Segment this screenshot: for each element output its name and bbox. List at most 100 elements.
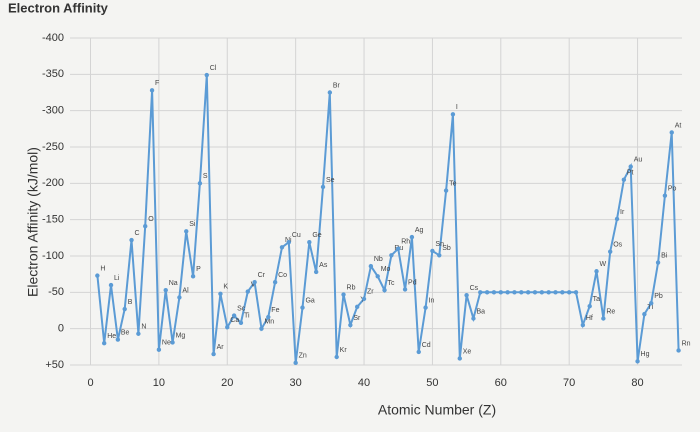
x-tick-label: 10 — [153, 377, 165, 389]
point-label: F — [155, 80, 159, 87]
x-tick-label: 20 — [221, 377, 233, 389]
point-label: In — [429, 297, 435, 304]
point-label: At — [675, 122, 682, 129]
data-point — [614, 216, 620, 222]
point-label: Te — [449, 180, 457, 187]
data-point — [553, 290, 558, 295]
data-point — [95, 273, 100, 278]
point-label: Cl — [210, 65, 217, 72]
y-tick-label: -350 — [42, 68, 64, 80]
point-label: Pt — [627, 170, 634, 177]
point-label: Rn — [682, 340, 691, 347]
y-tick-label: -150 — [42, 214, 64, 226]
point-label: Zn — [299, 353, 307, 360]
data-point — [218, 291, 223, 296]
point-label: N — [141, 324, 146, 331]
data-point — [505, 290, 510, 295]
data-point — [149, 88, 155, 93]
point-label: Re — [606, 308, 615, 315]
point-label: Fe — [271, 307, 279, 314]
data-point — [320, 184, 326, 190]
data-point — [628, 164, 633, 169]
data-line — [96, 75, 680, 363]
x-tick-label: 50 — [426, 377, 438, 389]
data-point — [532, 290, 538, 295]
data-point — [334, 354, 339, 360]
point-label: H — [100, 265, 105, 272]
data-point — [122, 306, 127, 312]
data-point — [272, 279, 278, 285]
y-tick-label: 0 — [58, 323, 64, 335]
y-axis-label: Electron Affinity (kJ/mol) — [25, 147, 41, 297]
data-point — [580, 322, 586, 328]
point-label: Sn — [435, 241, 444, 248]
data-point — [354, 304, 360, 310]
point-label: Cr — [258, 272, 266, 279]
point-label: Hg — [641, 351, 650, 358]
data-point — [279, 245, 285, 250]
data-point — [211, 351, 216, 357]
point-label: Na — [169, 280, 178, 287]
data-point — [361, 296, 367, 302]
data-point — [649, 301, 654, 306]
data-point — [498, 290, 503, 295]
point-label: Ba — [476, 308, 485, 315]
x-tick-label: 30 — [290, 377, 302, 389]
point-label: Po — [668, 186, 677, 193]
point-label: V — [251, 281, 256, 288]
data-point — [662, 193, 668, 198]
y-tick-label: -400 — [42, 32, 64, 44]
point-label: W — [600, 261, 607, 268]
data-point — [402, 287, 408, 292]
point-label: Li — [114, 275, 120, 282]
point-label: B — [128, 299, 133, 306]
point-label: Os — [613, 241, 622, 248]
x-tick-label: 0 — [87, 377, 93, 389]
point-label: Ne — [162, 340, 171, 347]
data-point — [560, 290, 565, 295]
data-point — [252, 279, 257, 285]
y-tick-label: -250 — [42, 141, 64, 153]
point-label: Ar — [217, 344, 225, 351]
data-point — [348, 322, 353, 328]
point-label: Sc — [237, 305, 246, 312]
point-label: He — [107, 333, 116, 340]
point-label: O — [148, 216, 154, 223]
point-label: Tl — [647, 304, 653, 311]
data-point — [478, 290, 483, 295]
x-tick-label: 80 — [631, 377, 643, 389]
point-label: P — [196, 266, 201, 273]
point-label: As — [319, 262, 328, 269]
point-label: Rb — [347, 284, 356, 291]
point-label: Bi — [661, 252, 668, 259]
point-label: Cs — [470, 285, 479, 292]
data-point — [457, 356, 462, 361]
point-label: Al — [182, 287, 189, 294]
point-label: Mo — [381, 266, 391, 273]
point-label: S — [203, 173, 208, 180]
data-point — [635, 359, 640, 364]
data-point — [341, 292, 346, 297]
data-point — [512, 290, 517, 295]
point-label: Au — [634, 156, 643, 163]
data-point — [491, 290, 497, 295]
data-point — [601, 316, 606, 321]
data-point — [238, 320, 244, 326]
data-point — [177, 295, 182, 300]
y-tick-label: -300 — [42, 105, 64, 117]
data-point — [184, 229, 189, 234]
point-label: Ga — [305, 297, 314, 304]
point-label: Ta — [593, 296, 601, 303]
point-label: Ge — [312, 232, 321, 239]
data-point — [101, 341, 107, 346]
data-point — [170, 340, 175, 345]
point-label: K — [223, 284, 228, 291]
data-point — [539, 290, 545, 295]
point-label: Tc — [388, 280, 396, 287]
data-point — [669, 130, 674, 135]
data-point — [655, 260, 661, 265]
point-label: Ti — [244, 313, 250, 320]
point-label: Rh — [401, 239, 410, 246]
